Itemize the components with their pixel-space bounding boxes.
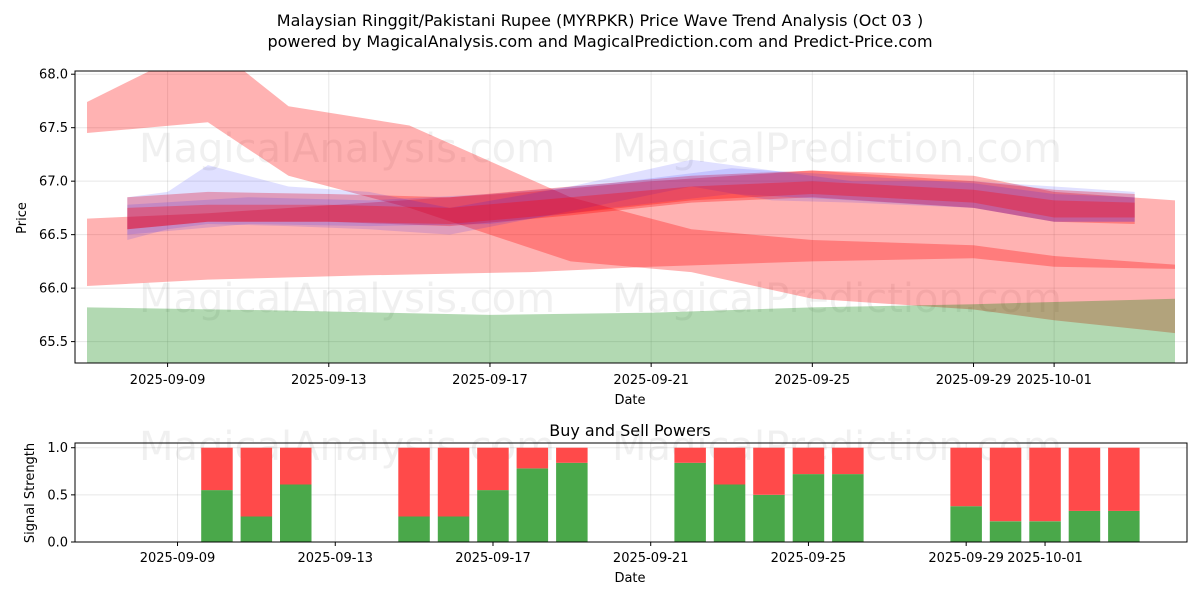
main-x-axis-label: Date xyxy=(614,393,645,408)
power-x-tick-label: 2025-10-01 xyxy=(1007,551,1083,566)
buy-bar xyxy=(713,484,746,542)
buy-bar xyxy=(1029,521,1061,542)
main-plot-frame xyxy=(74,70,1188,364)
sell-bar xyxy=(398,447,430,517)
sell-bar xyxy=(950,447,982,507)
power-x-tick-label: 2025-09-09 xyxy=(140,551,216,566)
power-x-tick-label: 2025-09-25 xyxy=(771,551,847,566)
main-bands xyxy=(87,71,1175,363)
buy-bar xyxy=(556,462,588,542)
chart-title: Malaysian Ringgit/Pakistani Rupee (MYRPK… xyxy=(277,11,923,30)
buy-bar xyxy=(516,468,549,542)
sell-bar xyxy=(280,447,312,485)
buy-bar xyxy=(1108,510,1140,542)
main-y-tick-label: 65.5 xyxy=(39,335,68,350)
blue-wave-band-5 xyxy=(127,168,1135,235)
red-wave-band-6 xyxy=(127,181,1135,230)
watermark-1: MagicalAnalysis.com xyxy=(139,126,555,172)
power-x-tick-label: 2025-09-29 xyxy=(928,551,1004,566)
power-y-axis-label: Signal Strength xyxy=(23,443,38,543)
main-x-tick-label: 2025-09-09 xyxy=(130,373,206,388)
buy-bar xyxy=(989,521,1022,542)
watermark-3: MagicalAnalysis.com xyxy=(139,276,555,322)
sell-bar xyxy=(556,447,588,463)
buy-bar xyxy=(398,516,430,542)
power-y-tick-label: 0.5 xyxy=(47,488,68,503)
sell-bar xyxy=(792,447,825,475)
main-x-tick-label: 2025-09-29 xyxy=(936,373,1012,388)
main-x-tick-label: 2025-09-13 xyxy=(291,373,367,388)
main-y-tick-label: 68.0 xyxy=(39,68,68,83)
power-x-tick-label: 2025-09-21 xyxy=(613,551,689,566)
sell-bar xyxy=(516,447,549,469)
main-y-tick-label: 67.0 xyxy=(39,175,68,190)
main-y-tick-label: 66.5 xyxy=(39,228,68,243)
power-y-tick-label: 0.0 xyxy=(47,536,68,551)
buy-bar xyxy=(792,474,825,542)
main-x-tick-label: 2025-10-01 xyxy=(1016,373,1092,388)
sell-bar xyxy=(753,447,785,495)
watermark-4: MagicalPrediction.com xyxy=(612,276,1062,322)
main-y-tick-label: 66.0 xyxy=(39,282,68,297)
power-title: Buy and Sell Powers xyxy=(549,421,711,440)
main-y-ticks: 65.5 66.0 66.5 67.0 67.5 68.0 xyxy=(39,68,75,350)
main-grid xyxy=(75,71,1187,363)
power-x-tick-label: 2025-09-17 xyxy=(455,551,531,566)
watermark-2: MagicalPrediction.com xyxy=(612,126,1062,172)
sell-bar xyxy=(1068,447,1101,511)
main-x-tick-label: 2025-09-25 xyxy=(775,373,851,388)
main-plot: MagicalAnalysis.com MagicalPrediction.co… xyxy=(15,68,1188,408)
main-y-axis-label: Price xyxy=(15,202,30,234)
blue-wave-band-4 xyxy=(127,159,1135,240)
sell-bar xyxy=(1108,447,1140,511)
power-y-ticks: 0.0 0.5 1.0 xyxy=(47,441,75,551)
power-x-tick-label: 2025-09-13 xyxy=(297,551,373,566)
red-wave-band-2 xyxy=(87,170,1175,286)
power-x-ticks: 2025-09-09 2025-09-13 2025-09-17 2025-09-21… xyxy=(140,542,1083,566)
sell-bar xyxy=(201,447,233,491)
red-wave-band-3 xyxy=(127,170,1135,230)
main-watermarks: MagicalAnalysis.com MagicalPrediction.co… xyxy=(139,126,1062,322)
power-plot-frame xyxy=(74,442,1188,543)
power-bars xyxy=(201,447,1140,542)
sell-bar xyxy=(477,447,509,491)
sell-bar xyxy=(713,447,746,485)
buy-bar xyxy=(1068,510,1101,542)
sell-bar xyxy=(832,447,864,475)
sell-bar xyxy=(1029,447,1061,522)
main-plot-frame-bg xyxy=(75,71,1187,363)
power-y-tick-label: 1.0 xyxy=(47,441,68,456)
main-x-ticks: 2025-09-09 2025-09-13 2025-09-17 2025-09-21… xyxy=(130,363,1092,388)
buy-bar xyxy=(280,484,312,542)
buy-bar xyxy=(753,494,785,542)
buy-bar xyxy=(832,474,864,542)
buy-bar xyxy=(437,516,470,542)
buy-bar xyxy=(674,462,706,542)
main-x-tick-label: 2025-09-21 xyxy=(613,373,689,388)
buy-bar xyxy=(240,516,273,542)
buy-bar xyxy=(477,490,509,542)
buy-bar xyxy=(950,506,982,542)
sell-bar xyxy=(240,447,273,517)
green-wave-band-7 xyxy=(87,298,1175,363)
main-y-tick-label: 67.5 xyxy=(39,121,68,136)
chart-subtitle: powered by MagicalAnalysis.com and Magic… xyxy=(267,32,932,51)
sell-bar xyxy=(989,447,1022,522)
sell-bar xyxy=(437,447,470,517)
buy-bar xyxy=(201,490,233,542)
sell-bar xyxy=(674,447,706,463)
red-wave-band-1 xyxy=(87,71,1175,334)
main-x-tick-label: 2025-09-17 xyxy=(452,373,528,388)
power-x-axis-label: Date xyxy=(614,571,645,586)
power-plot: Buy and Sell Powers MagicalAnalysis.com … xyxy=(23,421,1188,586)
